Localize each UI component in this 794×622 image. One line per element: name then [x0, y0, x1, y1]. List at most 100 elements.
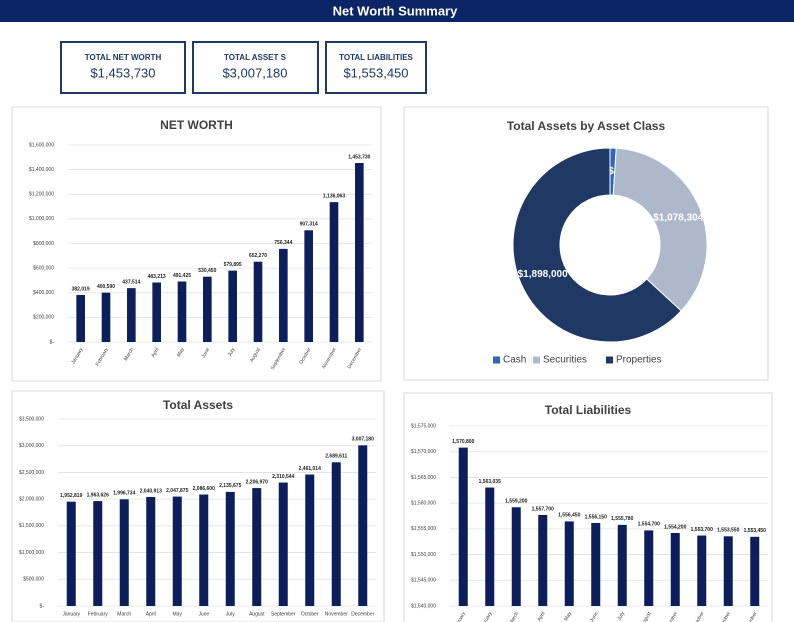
data-label: 1,553,450: [744, 528, 766, 534]
x-tick-label: March: [117, 611, 131, 617]
y-tick-label: $1,560,000: [411, 500, 436, 506]
data-label: 1,554,700: [638, 522, 660, 528]
bar: [538, 514, 548, 606]
bar: [278, 482, 288, 606]
y-tick-label: $400,000: [33, 290, 54, 296]
bar: [253, 261, 263, 342]
bar: [617, 524, 627, 606]
x-tick-label: April: [536, 611, 546, 622]
bar: [458, 447, 468, 606]
data-label: 437,514: [122, 279, 140, 285]
kpi-value: $1,453,730: [90, 65, 155, 80]
x-tick-label: August: [249, 611, 265, 617]
legend-label: Cash: [503, 355, 526, 366]
data-label: 1,554,200: [664, 524, 686, 530]
y-tick-label: $1,000,000: [29, 216, 54, 222]
chart-title: NET WORTH: [160, 118, 233, 132]
chart-title: Total Liabilities: [545, 403, 632, 417]
legend-label: Properties: [616, 355, 662, 366]
data-label: 1,555,780: [611, 516, 633, 522]
bar: [511, 507, 521, 606]
bar: [252, 488, 262, 606]
x-tick-label: March: [508, 611, 520, 622]
y-tick-label: $1,600,000: [29, 142, 54, 148]
bar: [670, 532, 680, 606]
y-tick-label: $600,000: [33, 265, 54, 271]
bar: [146, 496, 156, 606]
bar: [225, 491, 235, 606]
data-label: 2,461,014: [299, 466, 321, 472]
y-tick-label: $1,200,000: [29, 192, 54, 198]
donut-slice: [612, 147, 708, 312]
x-tick-label: October: [692, 611, 706, 622]
bar: [329, 202, 339, 342]
data-label: 1,136,063: [323, 193, 345, 199]
data-label: 1,570,800: [452, 439, 474, 445]
bar: [358, 445, 368, 606]
x-tick-label: May: [173, 611, 183, 617]
x-tick-label: June: [201, 347, 212, 360]
data-label: 2,086,600: [193, 486, 215, 492]
bar: [697, 535, 707, 606]
x-tick-label: July: [226, 611, 235, 617]
x-tick-label: September: [271, 611, 296, 617]
bar: [750, 536, 760, 606]
data-label: 400,590: [97, 284, 115, 290]
data-label: 2,689,611: [325, 454, 347, 460]
kpi-label: TOTAL NET WORTH: [85, 53, 162, 62]
x-tick-label: June: [198, 611, 209, 617]
bar: [203, 276, 212, 342]
bar: [591, 522, 601, 606]
data-label: 756,344: [274, 240, 292, 246]
header-bar: [0, 0, 794, 22]
data-label: $1,078,304: [653, 212, 703, 223]
data-label: 1,553,550: [717, 528, 739, 534]
data-label: 530,450: [198, 268, 216, 274]
x-tick-label: May: [563, 611, 573, 622]
y-tick-label: $-: [50, 339, 55, 345]
x-tick-label: April: [146, 611, 156, 617]
data-label: 2,135,675: [219, 483, 241, 489]
bar: [199, 494, 209, 606]
legend-swatch: [606, 356, 613, 364]
legend-swatch: [533, 356, 540, 364]
data-label: 382,019: [72, 286, 90, 292]
x-tick-label: October: [301, 611, 319, 617]
x-tick-label: August: [640, 610, 653, 622]
y-tick-label: $1,400,000: [29, 167, 54, 173]
data-label: 579,895: [224, 262, 242, 268]
bar: [177, 281, 187, 342]
y-tick-label: $2,000,000: [19, 496, 44, 502]
x-tick-label: July: [616, 611, 626, 622]
y-tick-label: $1,545,000: [411, 578, 436, 584]
chart-title: Total Assets: [163, 398, 233, 412]
y-tick-label: $500,000: [23, 577, 44, 583]
y-tick-label: $1,500,000: [19, 523, 44, 529]
bar: [355, 163, 364, 342]
data-label: 1,559,200: [505, 499, 527, 505]
data-label: 1,556,450: [558, 513, 580, 519]
y-tick-label: $3,000,000: [19, 443, 44, 449]
data-label: 1,553,700: [691, 527, 713, 533]
x-tick-label: February: [88, 611, 109, 617]
bar: [485, 487, 495, 606]
bar: [76, 294, 85, 342]
kpi-card: [325, 41, 427, 94]
data-label: 1,556,150: [585, 514, 607, 520]
y-tick-label: $1,575,000: [411, 423, 436, 429]
data-label: 652,270: [249, 253, 267, 259]
x-tick-label: February: [478, 611, 493, 622]
bar: [723, 536, 733, 606]
y-tick-label: $800,000: [33, 241, 54, 247]
bar: [304, 230, 313, 342]
data-label: 1,963,626: [87, 492, 109, 498]
y-tick-label: $3,500,000: [19, 416, 44, 422]
kpi-label: TOTAL LIABILITIES: [339, 53, 413, 62]
data-label: 1,996,734: [113, 491, 135, 497]
bar: [228, 270, 237, 342]
y-tick-label: $1,540,000: [411, 603, 436, 609]
bar: [644, 530, 654, 606]
data-label: 2,040,913: [140, 488, 162, 494]
data-label: 1,557,700: [532, 506, 554, 512]
